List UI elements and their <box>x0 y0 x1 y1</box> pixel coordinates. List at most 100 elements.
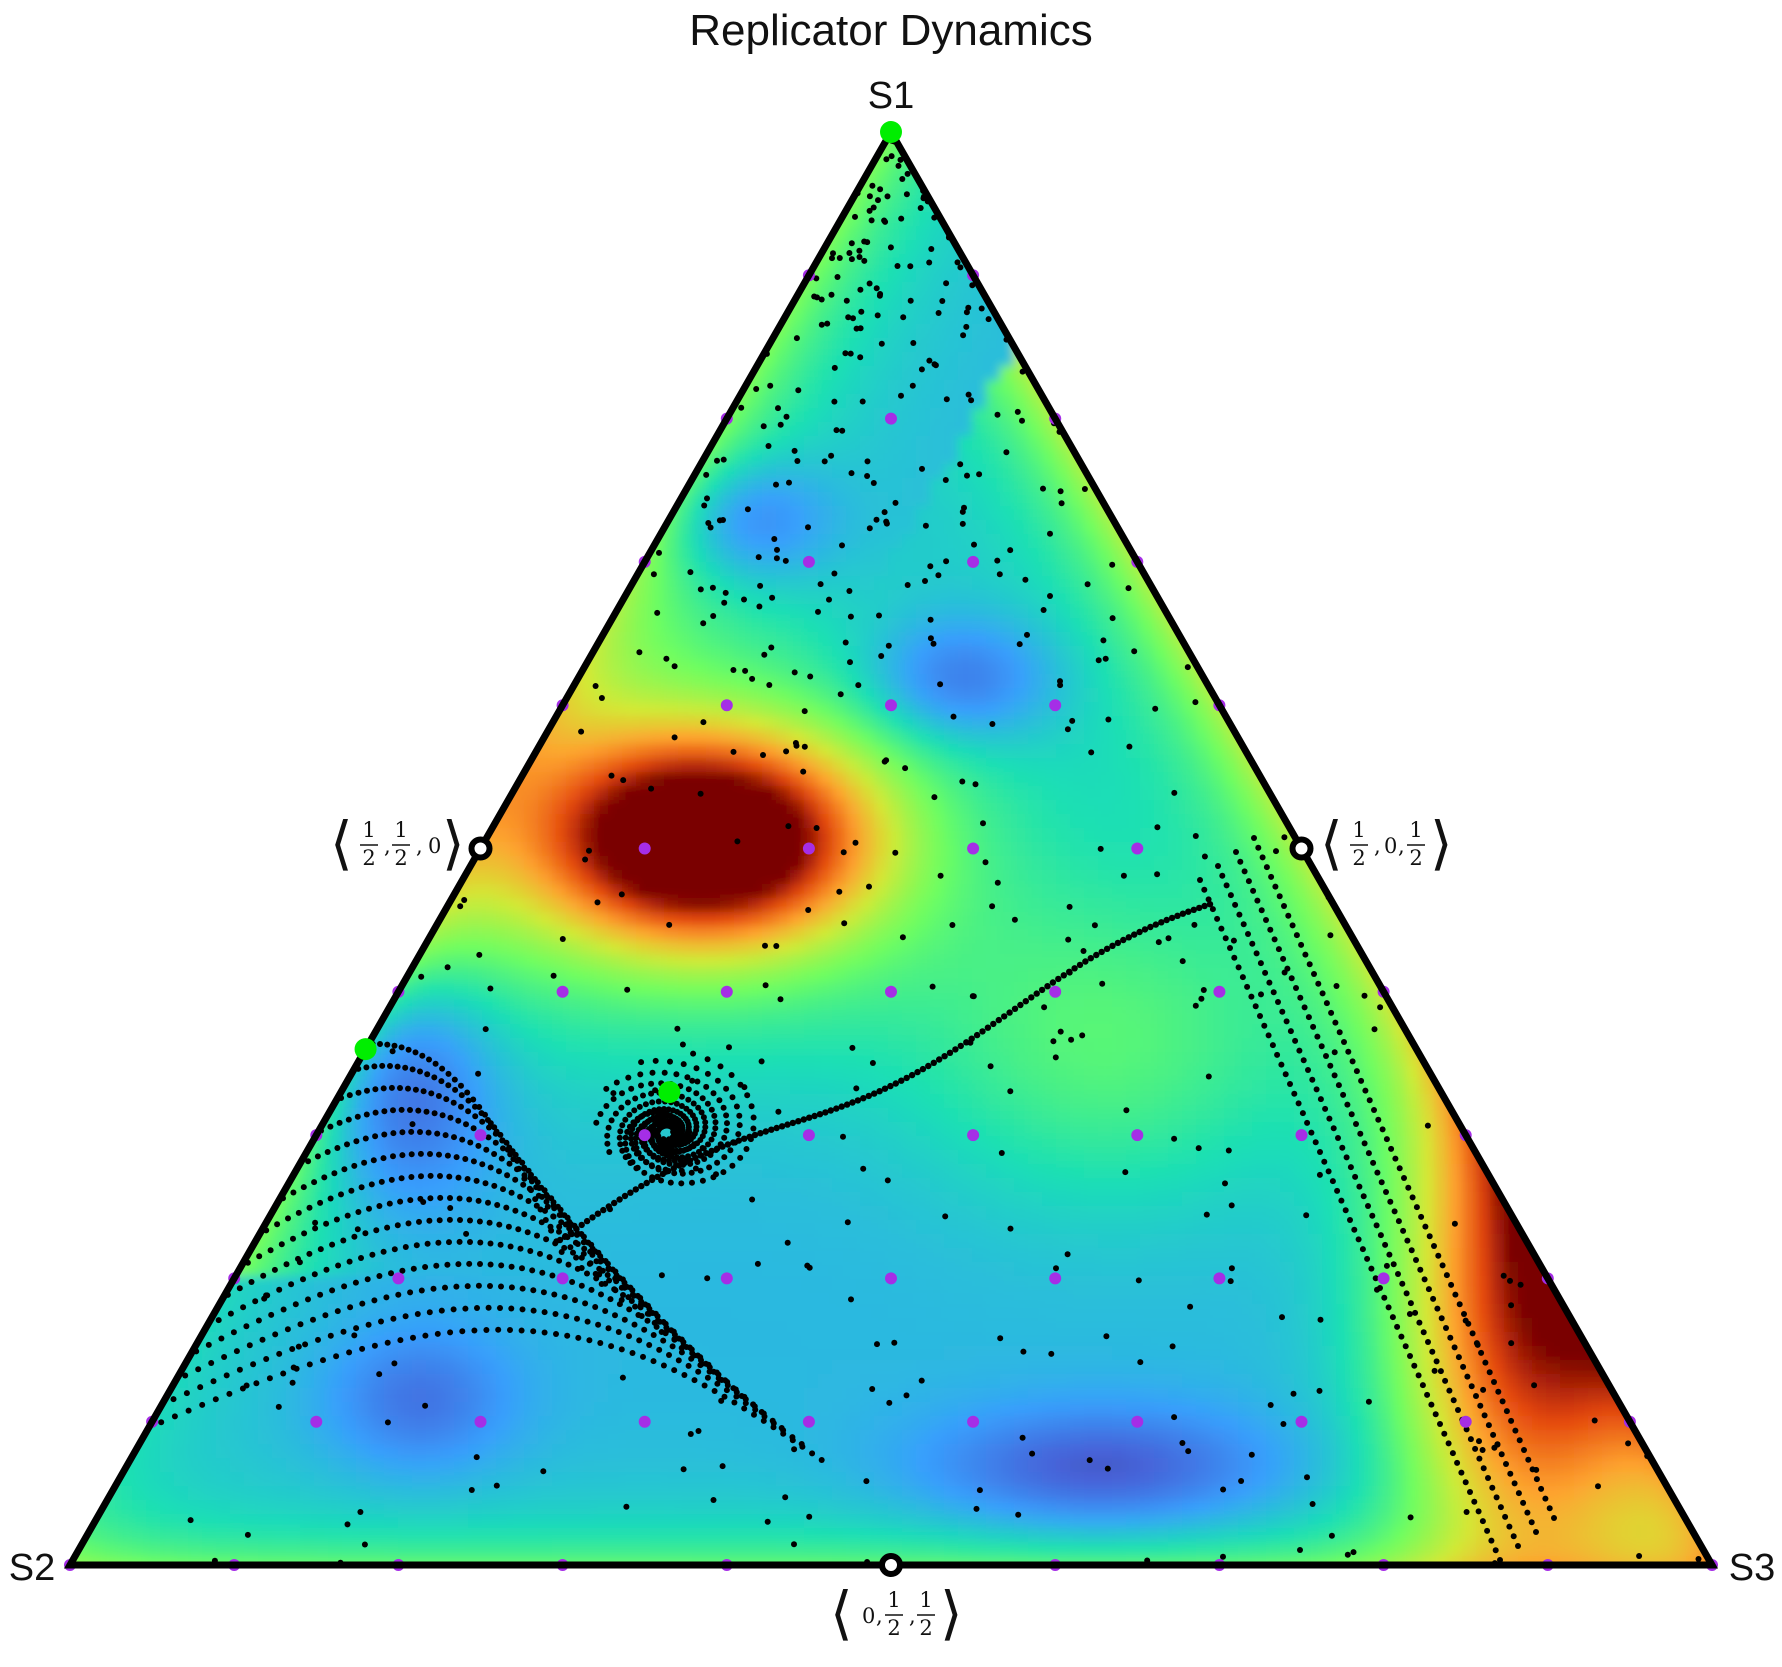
trajectory-point <box>881 509 888 516</box>
trajectory-point <box>757 1130 764 1137</box>
trajectory-point <box>1091 922 1098 929</box>
trajectory-point <box>1287 1081 1293 1087</box>
trajectory-point <box>541 1329 548 1336</box>
trajectory-point <box>1014 408 1021 415</box>
trajectory-point <box>371 1297 378 1304</box>
trajectory-point <box>813 825 820 831</box>
trajectory-point <box>1517 1281 1524 1288</box>
trajectory-point <box>530 1215 537 1221</box>
trajectory-point <box>1279 1314 1285 1321</box>
trajectory-point <box>355 1089 362 1096</box>
trajectory-point <box>648 785 655 792</box>
trajectory-point <box>742 667 749 674</box>
trajectory-point <box>649 1310 656 1316</box>
trajectory-point <box>551 1291 558 1298</box>
trajectory-point <box>567 1229 574 1236</box>
trajectory-point <box>1279 1008 1286 1015</box>
trajectory-point <box>431 1074 438 1081</box>
trajectory-point <box>476 1218 483 1225</box>
trajectory-point <box>465 1108 472 1115</box>
trajectory-point <box>778 1425 785 1431</box>
coord-zero: 0 <box>1384 834 1397 858</box>
trajectory-point <box>641 1326 648 1333</box>
trajectory-point <box>453 1283 460 1290</box>
trajectory-point <box>451 1134 457 1141</box>
trajectory-point <box>861 257 868 264</box>
trajectory-point <box>341 1283 348 1290</box>
angle-open: ⟨ <box>330 809 353 877</box>
frac-num: 1 <box>919 1588 932 1612</box>
trajectory-point <box>1236 911 1243 918</box>
trajectory-point <box>306 1204 313 1211</box>
trajectory-point <box>655 1133 662 1140</box>
trajectory-point <box>1508 1417 1515 1424</box>
trajectory-point <box>1451 1220 1458 1227</box>
trajectory-point <box>263 1356 270 1362</box>
trajectory-point <box>917 205 924 211</box>
initial-point <box>474 1129 487 1142</box>
trajectory-point <box>631 1107 638 1114</box>
trajectory-point <box>857 286 864 293</box>
trajectory-point <box>980 820 986 827</box>
trajectory-point <box>678 1103 685 1109</box>
trajectory-point <box>632 1303 639 1310</box>
trajectory-point <box>843 297 850 304</box>
trajectory-point <box>935 572 942 579</box>
trajectory-point <box>556 1212 563 1218</box>
trajectory-point <box>847 659 853 666</box>
trajectory-point <box>486 1219 493 1226</box>
trajectory-point <box>230 1247 237 1254</box>
trajectory-point <box>714 1380 721 1387</box>
trajectory-point <box>530 1328 537 1335</box>
trajectory-point <box>963 323 970 330</box>
trajectory-point <box>914 1068 921 1076</box>
trajectory-point <box>519 1265 525 1272</box>
trajectory-point <box>445 1082 452 1089</box>
trajectory-point <box>414 1311 421 1317</box>
trajectory-point <box>1551 1515 1557 1521</box>
trajectory-point <box>639 1154 645 1161</box>
trajectory-point <box>517 1193 524 1200</box>
trajectory-point <box>1492 1547 1499 1554</box>
trajectory-point <box>203 1160 210 1167</box>
trajectory-point <box>942 477 949 483</box>
trajectory-point <box>130 1431 137 1438</box>
trajectory-point <box>447 1205 454 1211</box>
trajectory-point <box>1185 908 1192 915</box>
trajectory-point <box>1311 971 1317 977</box>
trajectory-point <box>405 1220 412 1227</box>
trajectory-point <box>390 1153 396 1160</box>
trajectory-point <box>1016 641 1023 648</box>
trajectory-point <box>1521 1447 1527 1453</box>
trajectory-point <box>1306 961 1313 968</box>
trajectory-point <box>954 259 961 266</box>
trajectory-point <box>573 1254 580 1261</box>
trajectory-point <box>697 1152 704 1159</box>
trajectory-point <box>720 456 727 463</box>
trajectory-point <box>969 282 976 289</box>
trajectory-point <box>973 1031 981 1039</box>
trajectory-point <box>718 1377 725 1383</box>
trajectory-point <box>710 1368 717 1375</box>
trajectory-point <box>950 713 957 720</box>
trajectory-point <box>634 1164 641 1171</box>
trajectory-point <box>869 1060 876 1066</box>
trajectory-point <box>310 1316 316 1323</box>
trajectory-point <box>418 973 425 980</box>
trajectory-point <box>507 1243 514 1250</box>
trajectory-point <box>1223 882 1230 889</box>
trajectory-point <box>391 1360 398 1367</box>
trajectory-point <box>159 1258 166 1265</box>
trajectory-point <box>289 1379 296 1386</box>
trajectory-point <box>167 1361 174 1368</box>
trajectory-point <box>721 1393 728 1400</box>
trajectory-point <box>1276 893 1283 900</box>
trajectory-point <box>267 1247 274 1254</box>
trajectory-point <box>1339 1144 1346 1151</box>
trajectory-point <box>1325 1168 1332 1175</box>
initial-point <box>967 1129 980 1142</box>
trajectory-point <box>861 238 868 245</box>
trajectory-point <box>876 292 883 299</box>
trajectory-point <box>302 1111 309 1118</box>
trajectory-point <box>1006 1009 1013 1016</box>
